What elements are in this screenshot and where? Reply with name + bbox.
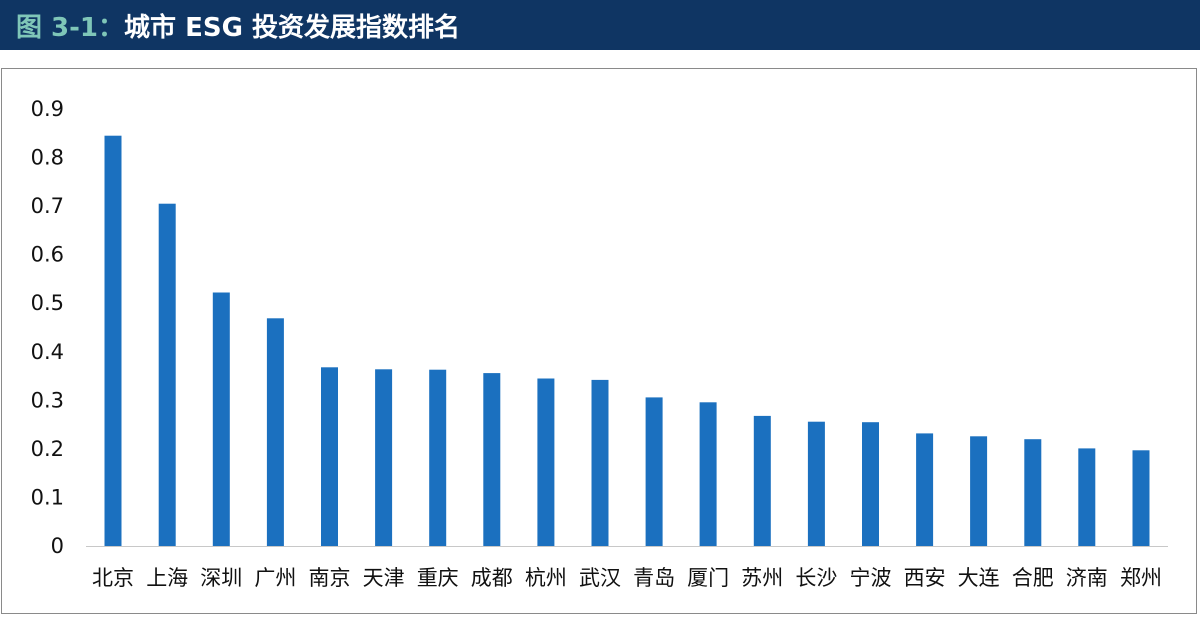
x-tick-label: 青岛 <box>633 566 675 590</box>
bar-南京 <box>321 367 338 546</box>
y-tick-label: 0.8 <box>31 146 64 170</box>
y-tick-label: 0.4 <box>31 340 64 364</box>
y-tick-label: 0.7 <box>31 194 64 218</box>
figure-title: 城市 ESG 投资发展指数排名 <box>124 12 460 43</box>
figure-label: 图 3-1： <box>16 12 125 43</box>
figure-title-bar: 图 3-1： 城市 ESG 投资发展指数排名 <box>0 0 1200 50</box>
x-tick-label: 郑州 <box>1120 566 1162 590</box>
bar-西安 <box>916 433 934 546</box>
x-tick-label: 南京 <box>309 566 351 590</box>
x-tick-label: 深圳 <box>200 566 242 590</box>
x-tick-label: 苏州 <box>741 566 783 590</box>
bar-合肥 <box>1024 439 1042 546</box>
bar-广州 <box>266 318 284 546</box>
x-tick-label: 大连 <box>958 566 1000 590</box>
bar-郑州 <box>1132 450 1150 546</box>
bar-成都 <box>483 373 501 546</box>
bar-苏州 <box>753 415 771 546</box>
bar-深圳 <box>212 292 230 546</box>
x-tick-label: 北京 <box>92 566 134 590</box>
x-tick-label: 厦门 <box>687 566 729 590</box>
bar-长沙 <box>807 421 825 546</box>
bar-济南 <box>1078 448 1096 546</box>
y-tick-label: 0 <box>51 534 64 558</box>
x-tick-label: 济南 <box>1066 566 1108 590</box>
x-tick-label: 天津 <box>363 566 405 590</box>
bar-宁波 <box>862 422 879 546</box>
x-tick-label: 合肥 <box>1012 566 1054 590</box>
bar-大连 <box>970 436 988 546</box>
x-tick-label: 上海 <box>146 566 188 590</box>
bar-重庆 <box>429 369 447 546</box>
x-tick-label: 宁波 <box>850 566 892 590</box>
x-tick-label: 武汉 <box>579 566 621 590</box>
bar-上海 <box>158 203 176 546</box>
bar-北京 <box>104 135 122 546</box>
y-tick-label: 0.6 <box>31 243 64 267</box>
y-tick-label: 0.1 <box>31 485 64 509</box>
bar-青岛 <box>645 397 663 546</box>
x-tick-label: 重庆 <box>417 566 459 590</box>
bar-武汉 <box>591 379 609 546</box>
x-tick-label: 长沙 <box>795 566 837 590</box>
y-tick-label: 0.9 <box>31 97 64 121</box>
bar-天津 <box>375 369 393 546</box>
bar-杭州 <box>537 378 555 546</box>
y-tick-label: 0.3 <box>31 388 64 412</box>
x-tick-label: 广州 <box>254 566 296 590</box>
chart-frame: 0 0.1 0.2 0.3 0.4 0.5 0.6 0.7 0.8 0.9 北京 上海 深圳 广州 南京 天津… <box>1 68 1197 614</box>
x-tick-label: 西安 <box>904 566 946 590</box>
y-tick-label: 0.5 <box>31 291 64 315</box>
bar-厦门 <box>699 402 717 546</box>
x-tick-label: 杭州 <box>525 566 567 590</box>
x-tick-label: 成都 <box>471 566 513 590</box>
bar-chart: 0 0.1 0.2 0.3 0.4 0.5 0.6 0.7 0.8 0.9 北京 上海 深圳 广州 南京 天津… <box>31 97 1168 590</box>
y-tick-label: 0.2 <box>31 437 64 461</box>
